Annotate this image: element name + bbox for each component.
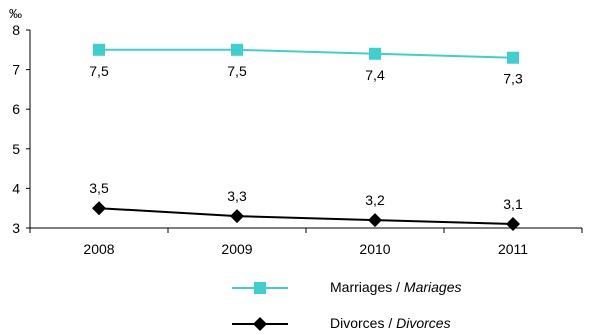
data-point-marriages: [93, 43, 105, 56]
data-point-marriages: [231, 43, 243, 56]
data-point-divorces: [230, 209, 244, 224]
y-tick-label: 7: [12, 62, 20, 78]
y-tick-label: 4: [12, 180, 20, 196]
legend-swatch-divorces: [232, 317, 288, 331]
y-tick-label: 5: [12, 141, 20, 157]
data-point-marriages: [507, 51, 519, 64]
data-label-divorces: 3,3: [227, 188, 247, 204]
data-label-marriages: 7,4: [365, 67, 385, 83]
data-point-divorces: [506, 217, 520, 232]
data-label-marriages: 7,3: [503, 71, 523, 87]
y-tick-label: 3: [12, 220, 20, 236]
x-tick-label: 2009: [221, 241, 252, 257]
series-line-marriages: [99, 48, 514, 59]
data-label-marriages: 7,5: [227, 63, 247, 79]
data-label-marriages: 7,5: [89, 63, 109, 79]
data-point-divorces: [92, 201, 106, 216]
series-line-divorces: [98, 207, 514, 226]
y-axis-unit-label: ‰: [9, 6, 22, 21]
legend-label-divorces: Divorces / Divorces: [330, 315, 451, 331]
x-tick-label: 2008: [83, 241, 114, 257]
y-tick-label: 6: [12, 101, 20, 117]
data-point-marriages: [369, 47, 381, 60]
legend-swatch-marriages: [232, 282, 288, 294]
data-label-divorces: 3,1: [503, 196, 523, 212]
legend-label-marriages: Marriages / Mariages: [330, 279, 462, 295]
x-tick-label: 2010: [359, 241, 390, 257]
legend-item-divorces: Divorces / Divorces: [232, 314, 451, 334]
legend-item-marriages: Marriages / Mariages: [232, 278, 462, 298]
data-label-divorces: 3,2: [365, 192, 385, 208]
data-label-divorces: 3,5: [89, 180, 109, 196]
x-tick-label: 2011: [498, 241, 528, 257]
y-tick-label: 8: [12, 22, 20, 38]
data-point-divorces: [368, 213, 382, 228]
